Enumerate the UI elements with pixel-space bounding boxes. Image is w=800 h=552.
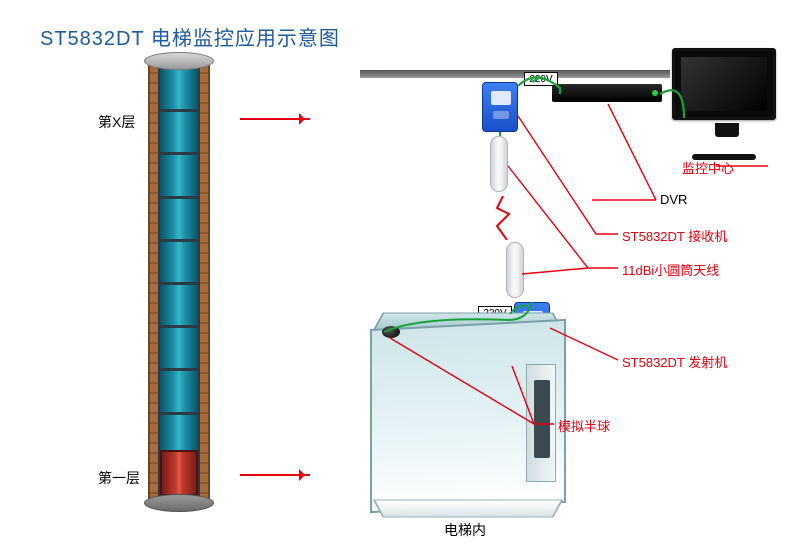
antenna-transmitter bbox=[506, 242, 524, 298]
dvr-unit bbox=[552, 84, 662, 102]
elevator-shaft bbox=[148, 62, 210, 502]
anno-cabin: 电梯内 bbox=[444, 520, 486, 540]
floor-divider bbox=[158, 196, 200, 199]
floor-divider bbox=[158, 282, 200, 285]
shaft-ceiling bbox=[360, 70, 670, 78]
floor-divider bbox=[158, 325, 200, 328]
floor-divider bbox=[158, 412, 200, 415]
floor-divider bbox=[158, 152, 200, 155]
page-title: ST5832DT 电梯监控应用示意图 bbox=[40, 22, 340, 51]
shaft-base bbox=[144, 494, 214, 512]
elevator-cabin bbox=[370, 324, 566, 508]
system-diagram: 220V 220V 音频 监控中心 DV bbox=[360, 70, 780, 530]
floor-divider bbox=[158, 109, 200, 112]
anno-dome: 模拟半球 bbox=[558, 416, 610, 435]
monitor bbox=[672, 48, 776, 120]
floor-divider bbox=[158, 368, 200, 371]
rf-link-icon bbox=[495, 196, 511, 240]
floor-divider bbox=[158, 239, 200, 242]
label-top-floor: 第X层 bbox=[98, 112, 135, 132]
elevator-car bbox=[160, 450, 198, 496]
anno-receiver: ST5832DT 接收机 bbox=[622, 226, 727, 245]
arrow-top bbox=[240, 118, 310, 120]
anno-transmitter: ST5832DT 发射机 bbox=[622, 352, 727, 371]
dome-camera bbox=[382, 326, 400, 338]
shaft-cap bbox=[144, 52, 214, 70]
label-bottom-floor: 第一层 bbox=[98, 468, 140, 488]
anno-antenna: 11dBi小圆筒天线 bbox=[622, 260, 719, 279]
antenna-receiver bbox=[490, 136, 508, 192]
cabin-buttons bbox=[534, 380, 550, 458]
tag-220v-top: 220V bbox=[524, 72, 558, 86]
anno-monitor-center: 监控中心 bbox=[682, 158, 734, 177]
arrow-bottom bbox=[240, 474, 310, 476]
receiver-unit bbox=[482, 82, 518, 132]
cabin-floor bbox=[373, 499, 564, 517]
anno-dvr: DVR bbox=[660, 192, 687, 207]
